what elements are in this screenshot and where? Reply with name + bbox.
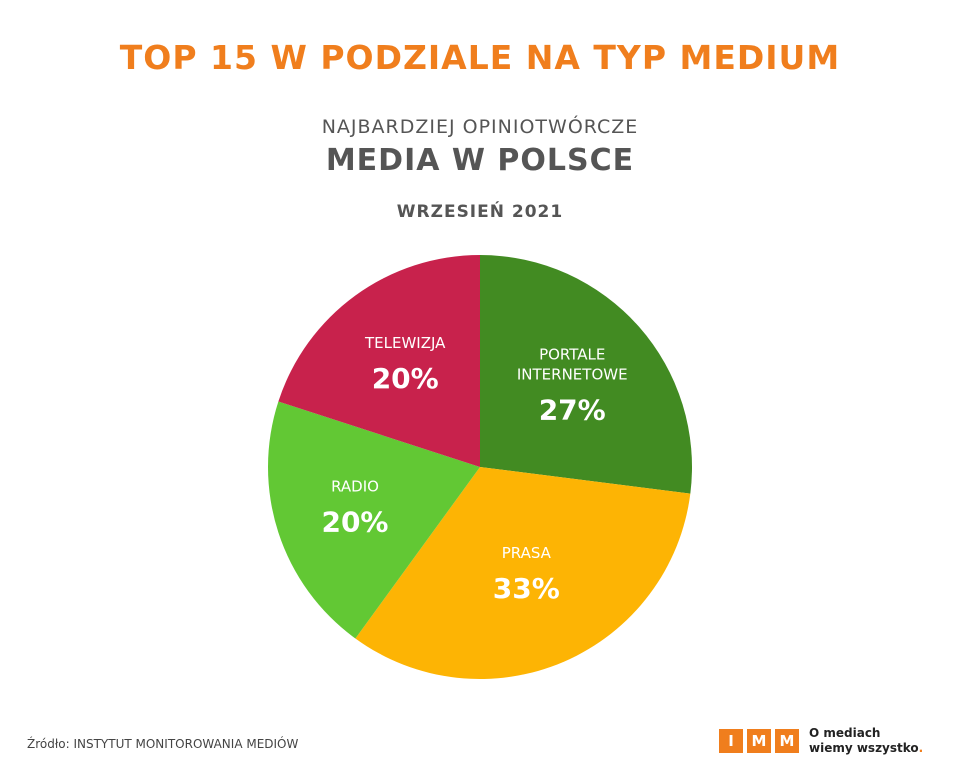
logo-letter-1: I [719,729,743,753]
logo-letter-2: M [747,729,771,753]
pie-slice-4 [278,255,480,467]
slice-label-4-line-1: TELEWIZJA [364,334,446,352]
slice-label-1-line-2: INTERNETOWE [517,366,628,384]
slice-label-1-line-1: PORTALE [539,346,605,364]
logo-tagline-line2: wiemy wszystko. [809,741,924,755]
logo-tagline: O mediach wiemy wszystko. [809,726,923,756]
logo-letter-3: M [775,729,799,753]
pie-slice-1 [480,255,692,494]
pie-slice-2 [355,467,691,680]
slice-label-2-line-1: PRASA [502,544,552,562]
chart-title: TOP 15 W PODZIALE NA TYP MEDIUM [119,38,841,77]
slice-value-2: 33% [493,572,560,605]
chart-subtitle-large: MEDIA W POLSCE [325,143,635,178]
pie-slice-3 [268,401,480,639]
chart-date: WRZESIEŃ 2021 [396,202,564,222]
slice-value-3: 20% [321,506,388,539]
logo-tagline-line1: O mediach [809,726,881,740]
imm-logo: I M M O mediach wiemy wszystko. [719,726,923,756]
slice-label-3-line-1: RADIO [331,478,379,496]
source-note: Źródło: INSTYTUT MONITOROWANIA MEDIÓW [27,737,299,751]
slice-value-1: 27% [539,394,606,427]
slice-value-4: 20% [372,362,439,395]
chart-subtitle-small: NAJBARDZIEJ OPINIOTWÓRCZE [321,116,639,138]
